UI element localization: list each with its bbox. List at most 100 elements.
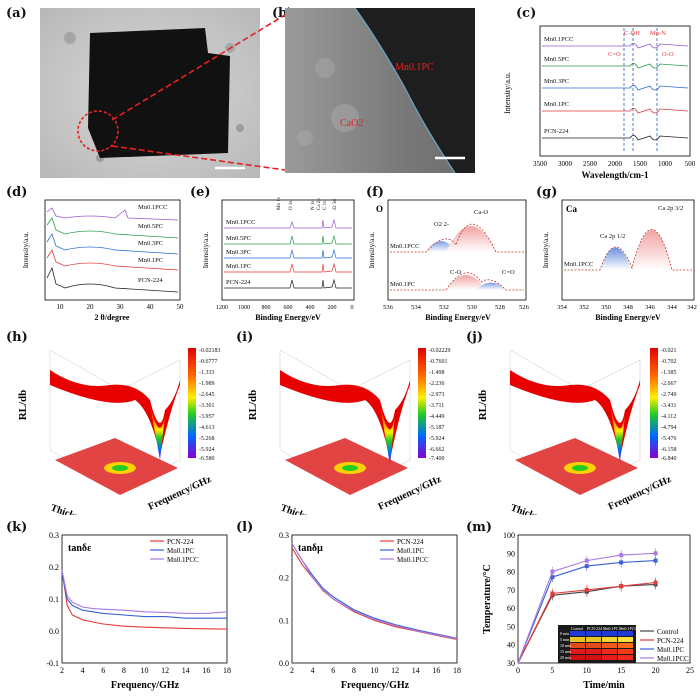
ylabel: RL/db: [247, 390, 259, 421]
annotation: O-O: [662, 51, 674, 58]
legend-label: PCN-224: [397, 538, 424, 546]
ylabel: Intensity/a.u.: [503, 72, 512, 114]
zlabel: Frequency/GHz: [607, 474, 674, 513]
colorbar-label: -2.067: [661, 381, 677, 387]
y-tick-label: 0.2: [279, 574, 289, 583]
series-line: [542, 43, 689, 49]
series-line: [291, 547, 458, 641]
xlabel: Thickness/mm: [279, 502, 342, 515]
tick: 352: [579, 304, 589, 311]
y-tick-label: 80: [507, 568, 515, 577]
annotation: C 1s: [323, 201, 328, 210]
colorbar-label: -2.645: [199, 392, 215, 398]
annotation: C=O: [608, 51, 621, 58]
panel-label-h: (h): [6, 330, 28, 345]
thermal-cell: [586, 655, 601, 660]
x-tick-label: 4: [311, 666, 315, 675]
x-tick-label: 5: [550, 666, 554, 675]
ylabel: RL/db: [477, 390, 489, 421]
tick: 528: [495, 304, 505, 311]
rl-surface: [50, 370, 180, 455]
xlabel: Wavelength/cm-1: [582, 170, 649, 180]
y-tick-label: 30: [507, 659, 515, 668]
colorbar-label: -3.957: [199, 414, 215, 420]
data-point: [619, 553, 624, 558]
thermal-cell: [586, 649, 601, 654]
xlabel: Binding Energy/eV: [425, 313, 491, 322]
tick: 800: [262, 305, 271, 311]
tick: 50: [177, 303, 185, 311]
chart-e: Intensity/a.u. Binding Energy/eV 1200 10…: [200, 190, 360, 325]
colorbar-label: -1.498: [429, 370, 445, 376]
legend-label: Mn0.1PCC: [564, 261, 593, 268]
tick: 348: [623, 304, 633, 311]
series-line: [390, 223, 524, 253]
peak: [446, 226, 496, 252]
legend-label: PCN-224: [167, 538, 194, 546]
annotation: Mn-N: [650, 30, 666, 37]
y-tick-label: -0.1: [46, 659, 59, 668]
x-tick-label: 16: [432, 666, 440, 675]
series-line: [224, 278, 352, 289]
colorbar-label: -6.158: [661, 447, 677, 453]
chart-c: Intensity/a.u. Wavelength/cm-1 3500 3000…: [500, 8, 698, 183]
colorbar-label: -1.333: [199, 370, 215, 376]
ylabel: Intensity/a.u.: [22, 231, 30, 268]
legend-label: PCN-224: [544, 128, 569, 135]
data-point: [619, 584, 624, 589]
legend-label: Mn0.5PC: [226, 235, 251, 242]
thermal-cell: [618, 643, 633, 648]
x-tick-label: 8: [122, 666, 126, 675]
colorbar-label: -4.112: [661, 414, 676, 420]
colorbar-label: -3.301: [199, 403, 215, 409]
series-line: [224, 248, 352, 259]
panel-label-c: (c): [516, 6, 537, 21]
colorbar-label: -6.580: [199, 456, 215, 462]
thermal-cell: [602, 655, 617, 660]
legend-label: Mn0.1PC: [390, 281, 415, 288]
annotation: Ca 2p 1/2: [600, 233, 625, 240]
zlabel: Frequency/GHz: [147, 474, 214, 513]
xlabel: Binding Energy/eV: [255, 313, 321, 322]
tick: 2000: [608, 160, 623, 168]
legend-label: Mn0.3PC: [226, 249, 251, 256]
inset-row-label: 15 min: [560, 649, 571, 654]
thermal-cell: [602, 649, 617, 654]
colorbar-label: -0.02229: [429, 348, 451, 354]
data-point: [550, 591, 555, 596]
colorbar-label: -4.794: [661, 425, 677, 431]
tick: 500: [685, 160, 696, 168]
rl-surface: [510, 370, 640, 458]
ylabel: Temperature/°C: [482, 564, 493, 634]
y-tick-label: 70: [507, 586, 515, 595]
colorbar-label: -2.973: [429, 392, 445, 398]
tick: 342: [687, 304, 697, 311]
chart-title: Ca: [566, 204, 577, 214]
colorbar-label: -0.021: [661, 348, 677, 354]
series-line: [291, 543, 458, 639]
series-line: [46, 266, 179, 293]
thermal-cell: [570, 655, 585, 660]
x-tick-label: 14: [412, 666, 420, 675]
x-tick-label: 20: [652, 666, 660, 675]
tick: 1500: [633, 160, 648, 168]
inset-row-label: 10 min: [560, 643, 571, 648]
x-tick-label: 12: [161, 666, 169, 675]
peak: [476, 282, 506, 290]
legend-label: PCN-224: [138, 277, 163, 284]
x-tick-label: 12: [391, 666, 399, 675]
colorbar: [650, 348, 658, 458]
series-line: [46, 207, 179, 221]
x-tick-label: 4: [81, 666, 85, 675]
x-tick-label: 6: [331, 666, 335, 675]
panel-label-j: (j): [466, 330, 484, 345]
data-point: [550, 575, 555, 580]
colorbar-label: -6.662: [429, 447, 445, 453]
x-tick-label: 8: [352, 666, 356, 675]
tem-image-b: Mn0.1PC CaO2: [285, 7, 475, 174]
chart-f: O Intensity/a.u. Binding Energy/eV 536 5…: [366, 190, 531, 325]
ylabel: Intensity/a.u.: [542, 231, 550, 268]
annotation: Ca-O: [474, 209, 488, 216]
legend-label: Mn0.1PCC: [226, 219, 255, 226]
annotation: C=O: [502, 269, 515, 276]
